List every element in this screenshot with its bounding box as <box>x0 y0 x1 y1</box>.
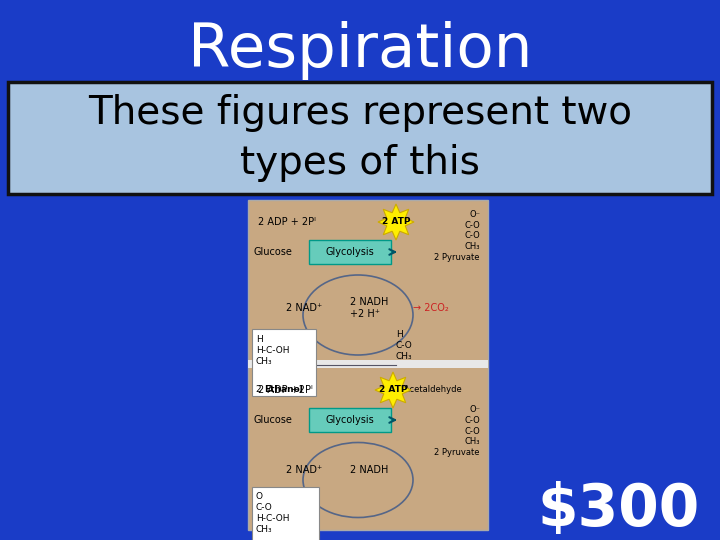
FancyBboxPatch shape <box>248 360 488 368</box>
FancyBboxPatch shape <box>252 487 319 540</box>
Text: 2 ATP: 2 ATP <box>382 218 410 226</box>
Text: 2 ADP + 2Pᴵ: 2 ADP + 2Pᴵ <box>258 217 316 227</box>
Text: → 2CO₂: → 2CO₂ <box>413 303 449 313</box>
Text: O⁻
C-O
C-O
CH₃
2 Pyruvate: O⁻ C-O C-O CH₃ 2 Pyruvate <box>434 210 480 262</box>
FancyBboxPatch shape <box>309 408 391 432</box>
Text: Glucose: Glucose <box>253 415 292 425</box>
FancyBboxPatch shape <box>8 82 712 194</box>
Text: 2 ADP +2Pᴵ: 2 ADP +2Pᴵ <box>258 385 312 395</box>
Text: 2 ATP: 2 ATP <box>379 386 408 395</box>
Text: Ethanol: Ethanol <box>264 385 303 394</box>
Polygon shape <box>378 204 414 240</box>
Text: 2 NADH: 2 NADH <box>350 465 388 475</box>
Text: Glucose: Glucose <box>253 247 292 257</box>
Text: 2: 2 <box>256 385 264 394</box>
Text: H
H-C-OH
CH₃: H H-C-OH CH₃ <box>256 335 289 366</box>
Text: Glycolysis: Glycolysis <box>325 415 374 425</box>
Text: O⁻
C-O
C-O
CH₃
2 Pyruvate: O⁻ C-O C-O CH₃ 2 Pyruvate <box>434 405 480 457</box>
Text: 2 Acetaldehyde: 2 Acetaldehyde <box>396 385 462 394</box>
FancyBboxPatch shape <box>309 240 391 264</box>
Text: Respiration: Respiration <box>188 21 532 79</box>
FancyBboxPatch shape <box>248 200 488 530</box>
Text: These figures represent two
types of this: These figures represent two types of thi… <box>88 94 632 182</box>
Text: O
C-O
H-C-OH
CH₃: O C-O H-C-OH CH₃ <box>256 492 289 534</box>
Text: 2 NADH
+2 H⁺: 2 NADH +2 H⁺ <box>350 297 388 319</box>
FancyBboxPatch shape <box>252 329 316 396</box>
Text: Glycolysis: Glycolysis <box>325 247 374 257</box>
Text: H
C-O
CH₃: H C-O CH₃ <box>396 330 413 361</box>
Text: 2 NAD⁺: 2 NAD⁺ <box>286 303 323 313</box>
Text: $300: $300 <box>538 482 700 538</box>
Polygon shape <box>375 372 411 408</box>
Text: 2 NAD⁺: 2 NAD⁺ <box>286 465 323 475</box>
